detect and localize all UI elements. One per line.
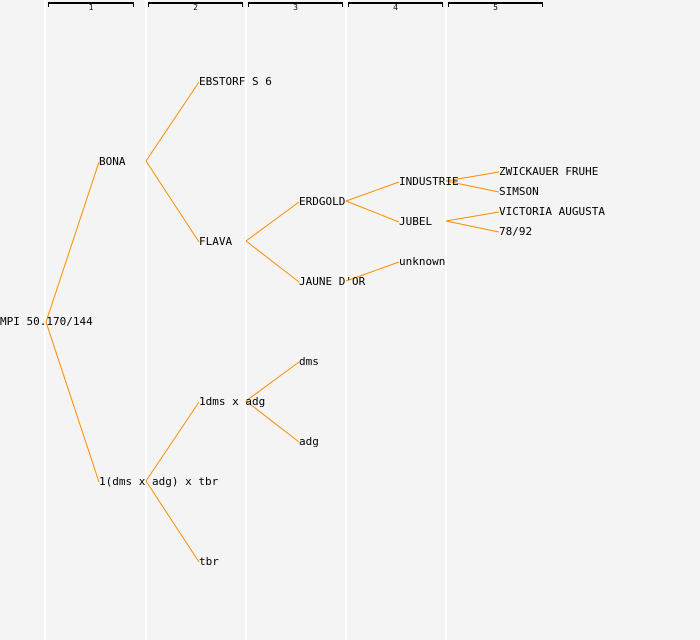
edge [45,321,100,483]
node-victoria[interactable]: VICTORIA AUGUSTA [499,205,605,218]
column-separator [145,0,147,640]
edge [445,171,500,182]
node-unknown[interactable]: unknown [399,255,446,268]
edge [45,161,100,323]
node-jaune[interactable]: JAUNE D'OR [299,275,366,288]
node-flava[interactable]: FLAVA [199,235,233,248]
generation-label: 2 [193,3,198,12]
node-industrie[interactable]: INDUSTRIE [399,175,459,188]
edge [145,480,200,563]
edge [345,181,400,202]
node-ebstorf[interactable]: EBSTORF S 6 [199,75,272,88]
edge [145,401,200,482]
column-separator [245,0,247,640]
generation-label: 4 [393,3,398,12]
generation-label: 5 [493,3,498,12]
edge [245,240,300,283]
generation-header-1: 1 [48,2,134,12]
edge [245,201,300,242]
edge [245,400,300,443]
column-separator [345,0,347,640]
edge [445,180,500,193]
node-dms[interactable]: dms [299,355,319,368]
node-jubel[interactable]: JUBEL [399,215,433,228]
generation-header-5: 5 [448,2,543,12]
node-cross2[interactable]: 1dms x adg [199,395,266,408]
node-bona[interactable]: BONA [99,155,126,168]
generation-label: 3 [293,3,298,12]
node-erdgold[interactable]: ERDGOLD [299,195,346,208]
generation-header-4: 4 [348,2,443,12]
edge [345,261,400,282]
node-adg[interactable]: adg [299,435,319,448]
edge [345,200,400,223]
column-separator [445,0,447,640]
node-simson[interactable]: SIMSON [499,185,539,198]
edge [245,361,300,402]
edge [445,220,500,233]
column-separator [44,0,46,640]
edge [145,81,200,162]
node-cross1[interactable]: 1(dms x adg) x tbr [99,475,219,488]
generation-header-2: 2 [148,2,243,12]
generation-header-3: 3 [248,2,343,12]
node-root[interactable]: MPI 50.170/144 [0,315,93,328]
edge [145,160,200,243]
node-tbr[interactable]: tbr [199,555,219,568]
generation-label: 1 [88,3,94,12]
edge [445,211,500,222]
node-zwickauer[interactable]: ZWICKAUER FRUHE [499,165,599,178]
node-78-92[interactable]: 78/92 [499,225,533,238]
